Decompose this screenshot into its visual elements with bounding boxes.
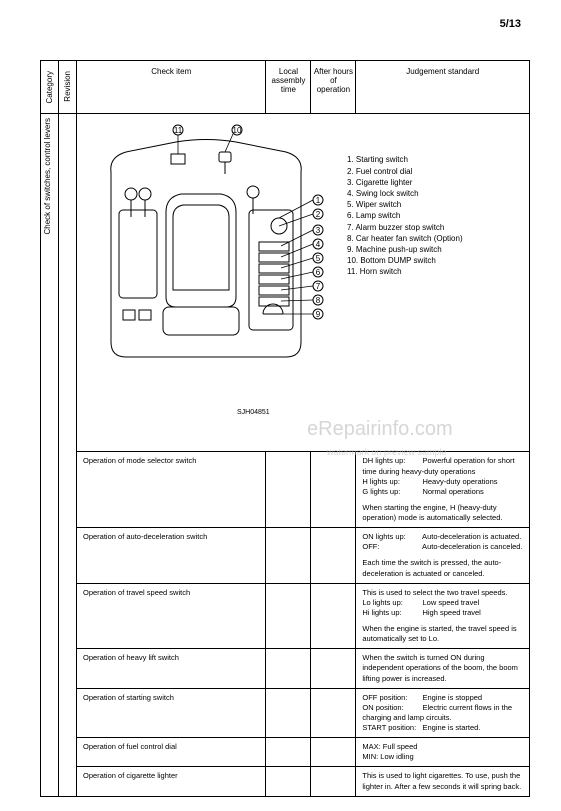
svg-text:3: 3 <box>316 226 321 235</box>
table-row: Operation of heavy lift switch When the s… <box>41 649 530 688</box>
svg-text:9: 9 <box>316 310 321 319</box>
cab-diagram: 11 10 1 2 3 4 5 6 7 8 9 <box>81 122 331 382</box>
svg-text:7: 7 <box>316 282 321 291</box>
header-check-item: Check item <box>77 61 266 114</box>
legend-item: 4. Swing lock switch <box>347 188 463 199</box>
legend-item: 2. Fuel control dial <box>347 166 463 177</box>
header-category: Category <box>43 67 56 107</box>
table-row: Operation of fuel control dial MAX: Full … <box>41 738 530 767</box>
header-revision: Revision <box>61 67 74 106</box>
svg-text:4: 4 <box>316 240 321 249</box>
header-after-hours: After hours of operation <box>311 61 356 114</box>
after-hours-cell <box>311 767 356 796</box>
legend-item: 10. Bottom DUMP switch <box>347 255 463 266</box>
svg-text:8: 8 <box>316 296 321 305</box>
local-time-cell <box>266 767 311 796</box>
table-row: Operation of cigarette lighter This is us… <box>41 767 530 796</box>
page-number: 5/13 <box>500 18 521 30</box>
check-item-cell: Operation of fuel control dial <box>77 738 266 767</box>
table-row: Operation of auto-deceleration switch ON … <box>41 528 530 584</box>
after-hours-cell <box>311 649 356 688</box>
after-hours-cell <box>311 452 356 528</box>
revision-cell <box>59 114 77 796</box>
table-row: Operation of mode selector switch DH ligh… <box>41 452 530 528</box>
legend-item: 3. Cigarette lighter <box>347 177 463 188</box>
check-item-cell: Operation of heavy lift switch <box>77 649 266 688</box>
legend-item: 5. Wiper switch <box>347 199 463 210</box>
diagram-ref-code: SJH04851 <box>237 409 270 416</box>
category-label: Check of switches, control levers <box>41 114 54 239</box>
after-hours-cell <box>311 738 356 767</box>
local-time-cell <box>266 583 311 649</box>
legend-item: 11. Horn switch <box>347 266 463 277</box>
judgement-cell: OFF position: Engine is stoppedON positi… <box>356 688 530 738</box>
local-time-cell <box>266 452 311 528</box>
inspection-table: Category Revision Check item Local assem… <box>40 60 530 797</box>
header-local-time: Local assembly time <box>266 61 311 114</box>
judgement-cell: When the switch is turned ON during inde… <box>356 649 530 688</box>
judgement-cell: ON lights up: Auto-deceleration is actua… <box>356 528 530 584</box>
svg-text:6: 6 <box>316 268 321 277</box>
header-row: Category Revision Check item Local assem… <box>41 61 530 114</box>
legend-item: 1. Starting switch <box>347 154 463 165</box>
legend-item: 7. Alarm buzzer stop switch <box>347 222 463 233</box>
legend-list: 1. Starting switch2. Fuel control dial3.… <box>347 154 463 277</box>
local-time-cell <box>266 528 311 584</box>
local-time-cell <box>266 649 311 688</box>
judgement-cell: This is used to select the two travel sp… <box>356 583 530 649</box>
check-item-cell: Operation of travel speed switch <box>77 583 266 649</box>
table-row: Operation of travel speed switch This is … <box>41 583 530 649</box>
diagram-cell: 11 10 1 2 3 4 5 6 7 8 9 <box>77 114 530 452</box>
diagram-row: Check of switches, control levers <box>41 114 530 452</box>
legend-item: 6. Lamp switch <box>347 210 463 221</box>
after-hours-cell <box>311 583 356 649</box>
after-hours-cell <box>311 528 356 584</box>
svg-text:10: 10 <box>233 126 242 135</box>
judgement-cell: DH lights up: Powerful operation for sho… <box>356 452 530 528</box>
after-hours-cell <box>311 688 356 738</box>
svg-text:11: 11 <box>174 126 183 135</box>
svg-text:5: 5 <box>316 254 321 263</box>
local-time-cell <box>266 688 311 738</box>
check-item-cell: Operation of cigarette lighter <box>77 767 266 796</box>
legend-item: 9. Machine push-up switch <box>347 244 463 255</box>
legend-item: 8. Car heater fan switch (Option) <box>347 233 463 244</box>
svg-text:1: 1 <box>316 196 321 205</box>
header-judgement: Judgement standard <box>356 61 530 114</box>
watermark: eRepairinfo.com <box>307 418 453 441</box>
judgement-cell: This is used to light cigarettes. To use… <box>356 767 530 796</box>
check-item-cell: Operation of mode selector switch <box>77 452 266 528</box>
check-item-cell: Operation of auto-deceleration switch <box>77 528 266 584</box>
svg-text:2: 2 <box>316 210 321 219</box>
judgement-cell: MAX: Full speedMIN: Low idling <box>356 738 530 767</box>
check-item-cell: Operation of starting switch <box>77 688 266 738</box>
local-time-cell <box>266 738 311 767</box>
table-row: Operation of starting switch OFF position… <box>41 688 530 738</box>
